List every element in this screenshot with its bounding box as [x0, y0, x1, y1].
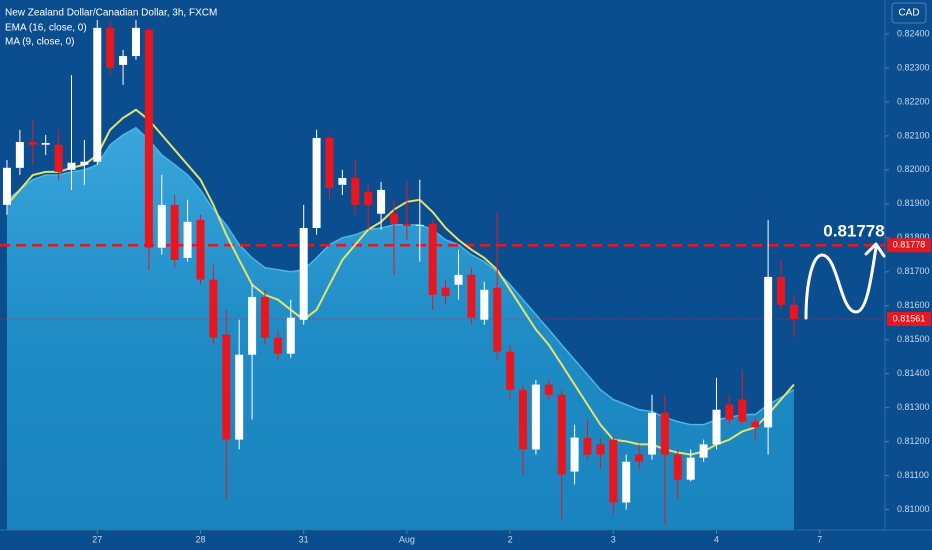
candle-body	[351, 178, 360, 205]
annotation: 0.81778	[823, 221, 884, 240]
candle-body	[222, 334, 231, 440]
candle-body	[557, 394, 566, 475]
candle-body	[660, 412, 669, 455]
candle-body	[312, 137, 321, 228]
candle-body	[144, 29, 153, 248]
legend-entry: MA (9, close, 0)	[5, 37, 74, 48]
candle-body	[777, 276, 786, 305]
candle-body	[286, 317, 295, 354]
currency-button[interactable]	[891, 2, 927, 24]
candle-body	[441, 287, 450, 296]
candle-body	[544, 384, 553, 395]
x-tick-label: 2	[508, 534, 513, 544]
candle-body	[738, 399, 747, 422]
candle-body	[377, 189, 386, 214]
price-tag-label: 0.81561	[893, 313, 926, 323]
candle-body	[673, 454, 682, 480]
candle-body	[480, 289, 489, 320]
candle-body	[467, 274, 476, 318]
candle-body	[583, 437, 592, 455]
candle-body	[531, 384, 540, 450]
candle-body	[622, 461, 631, 503]
candle-body	[2, 167, 11, 205]
candle-body	[260, 296, 269, 338]
y-tick-label: 0.81800	[897, 232, 930, 242]
forecast-arrowhead	[864, 242, 886, 258]
candle-body	[131, 27, 140, 57]
candle-body	[209, 279, 218, 338]
candle-body	[119, 56, 128, 65]
y-tick-label: 0.81300	[897, 402, 930, 412]
candle-body	[41, 143, 50, 145]
y-tick-label: 0.81600	[897, 300, 930, 310]
x-tick-label: 4	[714, 534, 719, 544]
x-tick-label: Aug	[399, 534, 415, 544]
candle-body	[789, 304, 798, 320]
candle-body	[15, 142, 24, 168]
y-tick-label: 0.81900	[897, 198, 930, 208]
x-tick-label: 31	[299, 534, 309, 544]
x-tick-label: 3	[611, 534, 616, 544]
candle-body	[67, 162, 76, 170]
y-tick-label: 0.82300	[897, 62, 930, 72]
candle-body	[428, 223, 437, 295]
candle-body	[686, 457, 695, 480]
candle-body	[596, 444, 605, 455]
candle-body	[402, 223, 411, 226]
currency-label[interactable]: CAD	[898, 8, 919, 19]
x-tick-label: 28	[195, 534, 205, 544]
candle-body	[364, 191, 373, 205]
candle-body	[299, 227, 308, 320]
candle-body	[764, 276, 773, 428]
y-tick-label: 0.81700	[897, 266, 930, 276]
candle-body	[338, 178, 347, 185]
candle-body	[93, 27, 102, 162]
y-tick-label: 0.81200	[897, 436, 930, 446]
candle-body	[712, 409, 721, 445]
price-tag	[887, 238, 931, 253]
chart-title: New Zealand Dollar/Canadian Dollar, 3h, …	[5, 8, 217, 19]
x-tick-label: 7	[817, 534, 822, 544]
candle-body	[609, 439, 618, 503]
candle-body	[196, 219, 205, 280]
candle-body	[415, 224, 424, 226]
y-tick-label: 0.82100	[897, 130, 930, 140]
candle-body	[699, 444, 708, 458]
y-tick-label: 0.82400	[897, 28, 930, 38]
candle-body	[454, 274, 463, 285]
candle-body	[106, 27, 115, 68]
candle-body	[325, 137, 334, 188]
candle-body	[635, 454, 644, 462]
candle-body	[248, 296, 257, 355]
candle-body	[648, 412, 657, 455]
candle-body	[493, 287, 502, 352]
candle-body	[54, 144, 63, 172]
candle-body	[519, 389, 528, 450]
candle-body	[157, 204, 166, 248]
legend-entry: EMA (16, close, 0)	[5, 23, 87, 34]
price-tag-label: 0.81778	[893, 240, 926, 250]
y-tick-label: 0.82200	[897, 96, 930, 106]
candle-body	[389, 213, 398, 224]
y-tick-label: 0.81500	[897, 334, 930, 344]
candle-body	[170, 204, 179, 260]
candle-body	[183, 221, 192, 258]
y-tick-label: 0.81400	[897, 368, 930, 378]
candle-body	[751, 421, 760, 428]
candle-body	[273, 337, 282, 354]
candle-body	[80, 161, 89, 165]
y-tick-label: 0.81100	[897, 470, 929, 480]
x-tick-label: 27	[92, 534, 102, 544]
candle-body	[235, 354, 244, 440]
candle-body	[506, 351, 515, 390]
candle-body	[725, 404, 734, 420]
y-tick-label: 0.81000	[897, 504, 930, 514]
candle-body	[570, 437, 579, 472]
candle-body	[28, 142, 37, 145]
y-tick-label: 0.82000	[897, 164, 930, 174]
forecast-arrow	[804, 246, 878, 320]
price-tag	[887, 312, 931, 327]
